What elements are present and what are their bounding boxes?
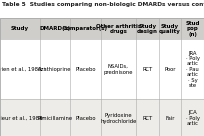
Text: Kvien et al., 1986²³: Kvien et al., 1986²³ xyxy=(0,67,45,72)
Bar xyxy=(0,18,204,136)
Text: Comparator(s): Comparator(s) xyxy=(63,26,108,31)
Text: Study
design: Study design xyxy=(137,24,158,34)
Text: Placebo: Placebo xyxy=(75,67,96,72)
Text: Penicillamine: Penicillamine xyxy=(37,116,73,121)
Text: JCA
· Poly
artic: JCA · Poly artic xyxy=(186,110,200,126)
Text: NSAIDs,
prednisone: NSAIDs, prednisone xyxy=(104,64,133,75)
Text: JRA
· Poly
artic
· Pau
artic
· Sy
ste: JRA · Poly artic · Pau artic · Sy ste xyxy=(186,51,200,88)
Text: Table 5  Studies comparing non-biologic DMARDs versus conventional treatments wi: Table 5 Studies comparing non-biologic D… xyxy=(2,2,204,7)
Text: Pyridoxine
hydrochloride: Pyridoxine hydrochloride xyxy=(100,113,137,123)
Text: Poor: Poor xyxy=(164,67,176,72)
Text: Prieur et al., 1988²: Prieur et al., 1988² xyxy=(0,116,45,121)
Text: Azathioprine: Azathioprine xyxy=(38,67,72,72)
Text: Placebo: Placebo xyxy=(75,116,96,121)
Text: Study: Study xyxy=(11,26,29,31)
Bar xyxy=(0,99,204,136)
Text: Stud
pop
(n): Stud pop (n) xyxy=(185,21,200,37)
Text: RCT: RCT xyxy=(142,67,152,72)
Bar xyxy=(0,39,204,99)
Text: RCT: RCT xyxy=(142,116,152,121)
Text: Other arthritis
drugs: Other arthritis drugs xyxy=(96,24,141,34)
Bar xyxy=(0,18,204,39)
Text: DMARD(s): DMARD(s) xyxy=(39,26,71,31)
Text: Study
quality: Study quality xyxy=(159,24,181,34)
Text: Fair: Fair xyxy=(165,116,175,121)
